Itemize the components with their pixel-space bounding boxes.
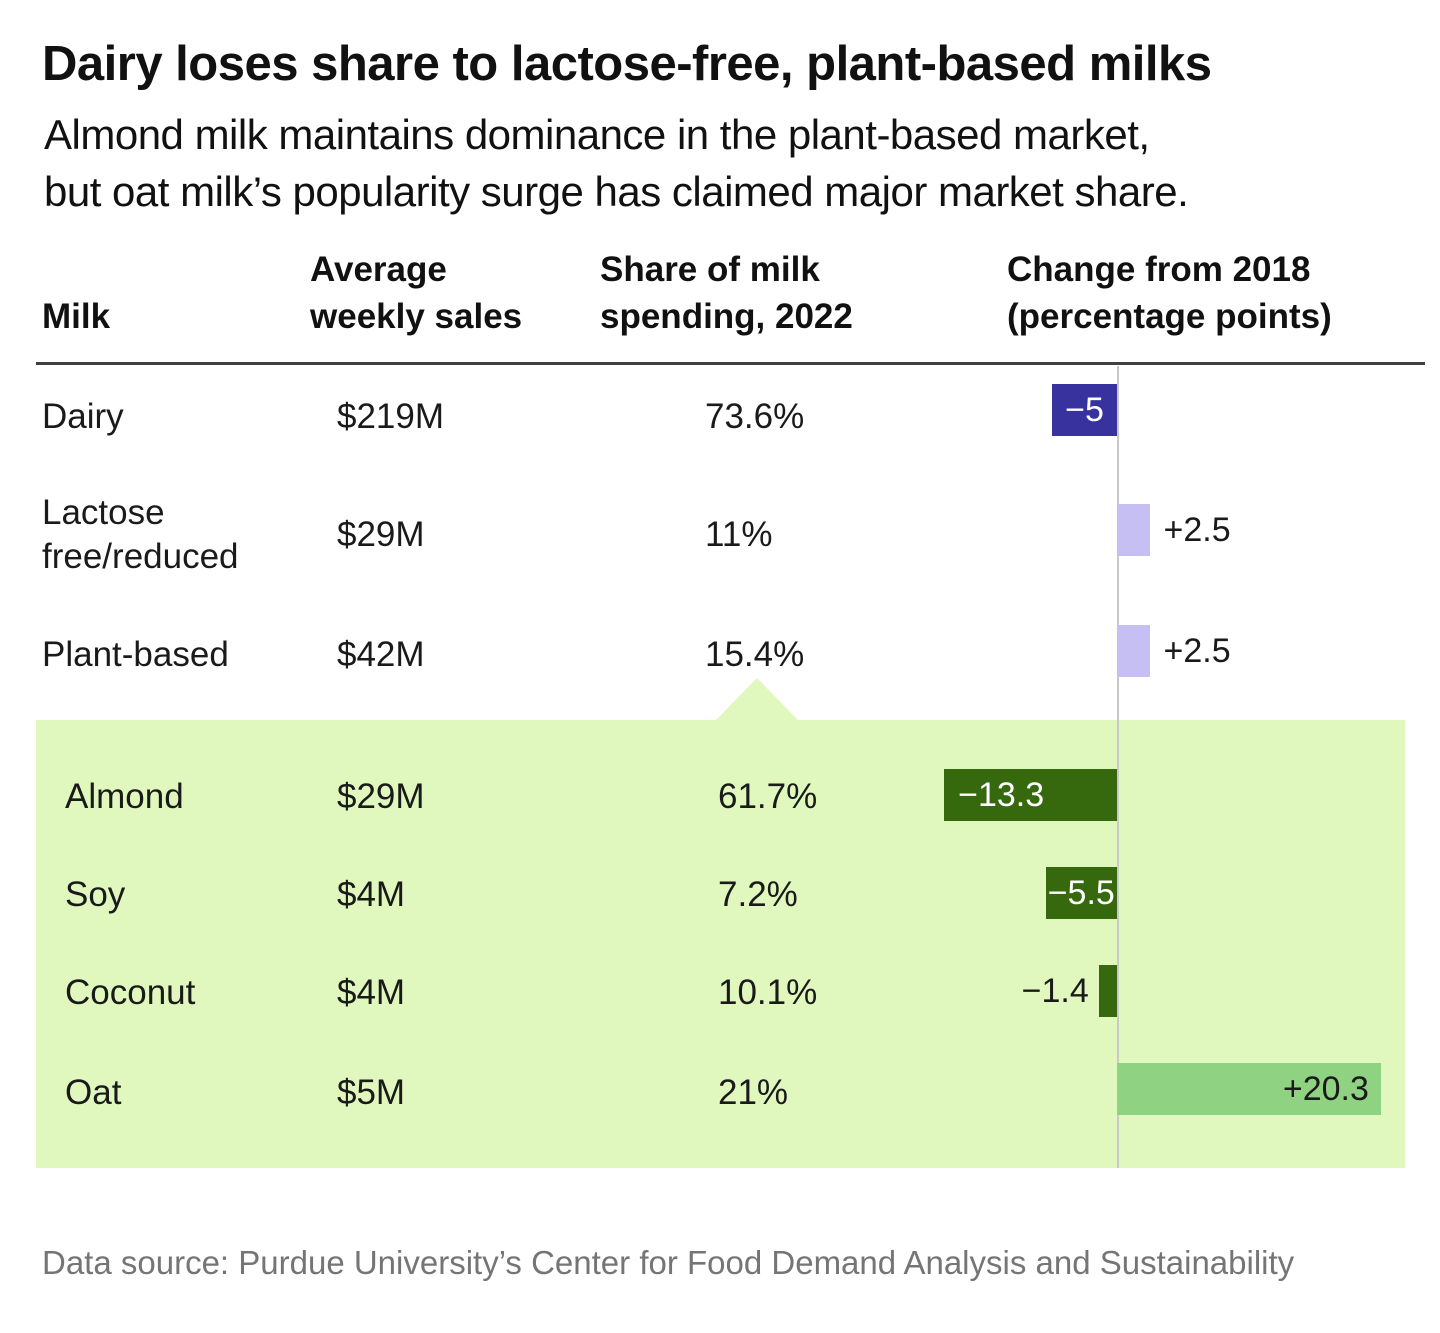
page-subtitle: Almond milk maintains dominance in the p…	[44, 111, 1189, 215]
row-oat-name: Oat	[65, 1073, 122, 1112]
change-bar-label: −13.3	[958, 776, 1045, 814]
change-bar-lactose: +2.5	[1117, 504, 1231, 556]
row-dairy-name: Dairy	[42, 397, 124, 436]
zero-axis-line	[1117, 366, 1119, 1168]
column-header-milk: Milk	[42, 297, 111, 336]
change-bar-label: +2.5	[1163, 511, 1231, 549]
change-bar-label: +20.3	[1282, 1070, 1369, 1108]
row-coconut-name: Coconut	[65, 973, 196, 1012]
row-coconut-share: 10.1%	[718, 973, 818, 1012]
row-plant-based-share: 15.4%	[705, 635, 805, 674]
row-plant-based-sales: $42M	[337, 635, 425, 674]
column-header-change-from-2018: Change from 2018 (percentage points)	[1007, 250, 1332, 336]
row-almond-share: 61.7%	[718, 777, 818, 816]
change-bar-dairy: −5	[1052, 384, 1117, 436]
data-source-note: Data source: Purdue University’s Center …	[42, 1244, 1295, 1281]
change-bar-label: −5	[1065, 391, 1104, 429]
change-bar-plant-based: +2.5	[1117, 625, 1231, 677]
change-bar-label: +2.5	[1163, 632, 1231, 670]
row-almond-sales: $29M	[337, 777, 425, 816]
row-soy-name: Soy	[65, 875, 126, 914]
callout-triangle	[716, 678, 798, 720]
row-oat-sales: $5M	[337, 1073, 406, 1112]
change-bar-label: −5.5	[1047, 874, 1115, 912]
row-lactose-name: Lactose free/reduced	[42, 493, 239, 576]
change-bar-oat: +20.3	[1117, 1063, 1381, 1115]
row-plant-based-name: Plant-based	[42, 635, 229, 674]
row-coconut-sales: $4M	[337, 973, 406, 1012]
row-soy-share: 7.2%	[718, 875, 798, 914]
change-bar-soy: −5.5	[1045, 867, 1117, 919]
row-dairy-sales: $219M	[337, 397, 445, 436]
change-bar-almond: −13.3	[944, 769, 1117, 821]
change-bar-coconut: −1.4	[1022, 965, 1117, 1017]
row-lactose-sales: $29M	[337, 515, 425, 554]
row-lactose-share: 11%	[705, 515, 773, 554]
column-header-average-weekly-sales: Average weekly sales	[310, 250, 523, 336]
change-bar-label: −1.4	[1021, 972, 1089, 1010]
page-title: Dairy loses share to lactose-free, plant…	[42, 37, 1212, 91]
row-almond-name: Almond	[65, 777, 184, 816]
row-dairy-share: 73.6%	[705, 397, 805, 436]
row-soy-sales: $4M	[337, 875, 406, 914]
header-rule	[36, 362, 1425, 365]
row-oat-share: 21%	[718, 1073, 789, 1112]
column-header-share-of-spending: Share of milk spending, 2022	[600, 250, 853, 336]
